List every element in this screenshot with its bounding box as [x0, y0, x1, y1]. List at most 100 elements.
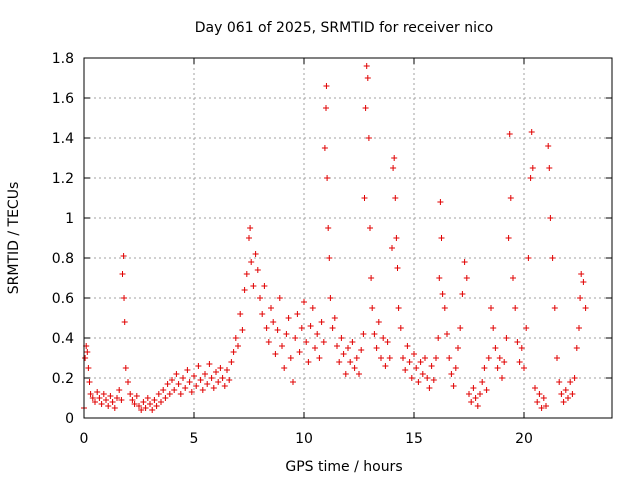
axis-ticks [83, 57, 612, 419]
data-point [408, 375, 415, 381]
data-point [246, 235, 252, 241]
data-point [241, 287, 248, 293]
data-point [430, 377, 437, 383]
data-point [265, 339, 272, 345]
data-point [105, 403, 112, 409]
data-point [254, 267, 261, 273]
data-point [384, 339, 391, 345]
data-point [554, 355, 560, 361]
data-point [294, 311, 301, 317]
data-point [446, 355, 453, 361]
data-point [363, 63, 370, 69]
data-point [569, 391, 576, 397]
data-point [215, 379, 222, 385]
data-point [109, 399, 116, 405]
data-point [107, 393, 114, 399]
data-point [565, 395, 571, 401]
data-point [358, 347, 365, 353]
data-point [84, 349, 91, 355]
data-point [342, 371, 349, 377]
data-point [532, 385, 538, 391]
data-point [439, 291, 446, 297]
data-point [503, 335, 510, 341]
data-point [103, 397, 109, 403]
data-point [523, 325, 530, 331]
data-point [287, 355, 294, 361]
data-point [272, 351, 279, 357]
data-point [415, 379, 422, 385]
data-point [292, 335, 299, 341]
data-point [466, 391, 472, 397]
data-point [488, 305, 494, 311]
data-point [219, 375, 226, 381]
data-point [263, 325, 270, 331]
data-point [437, 199, 444, 205]
data-point [474, 403, 481, 409]
data-point [100, 391, 107, 397]
data-point [512, 305, 519, 311]
y-tick-label: 0.6 [52, 291, 74, 307]
data-point [326, 255, 333, 261]
data-point [518, 345, 525, 351]
data-point [477, 391, 483, 397]
data-point [448, 371, 455, 377]
data-point [536, 391, 543, 397]
chart-title: Day 061 of 2025, SRMTID for receiver nic… [195, 20, 493, 36]
data-point [347, 359, 354, 365]
data-point [496, 355, 503, 361]
data-point [111, 405, 118, 411]
data-point [351, 365, 358, 371]
data-point [121, 295, 128, 301]
data-point [411, 351, 417, 357]
data-point [457, 325, 464, 331]
data-point [206, 361, 213, 367]
data-point [576, 325, 582, 331]
data-point [450, 383, 457, 389]
data-point [144, 395, 151, 401]
x-tick-label: 5 [190, 431, 199, 447]
data-point [169, 377, 175, 383]
data-point [378, 355, 384, 361]
data-point [305, 359, 312, 365]
data-point [528, 129, 535, 135]
data-point [162, 395, 169, 401]
x-tick-label: 0 [80, 431, 89, 447]
y-tick-label: 1.2 [52, 171, 74, 187]
data-point [298, 325, 305, 331]
data-point [441, 305, 448, 311]
axis-tick-labels: 0 0.2 0.4 0.6 0.8 1 1.2 1.4 1.6 1.8 0 5 10 15 20 [52, 51, 533, 447]
data-point [301, 299, 307, 305]
data-point [577, 295, 584, 301]
data-point [261, 283, 268, 289]
data-point [424, 375, 431, 381]
data-point [545, 143, 552, 149]
data-point [406, 359, 413, 365]
data-point [131, 401, 138, 407]
data-point [551, 305, 558, 311]
data-point [129, 397, 136, 403]
data-point [94, 389, 101, 395]
data-point [325, 225, 332, 231]
data-point [285, 315, 292, 321]
data-point [188, 389, 195, 395]
data-point [127, 391, 134, 397]
data-point [259, 311, 266, 317]
data-point [184, 367, 191, 373]
data-point [365, 135, 372, 141]
data-point [338, 335, 345, 341]
data-point [340, 351, 347, 357]
y-tick-label: 0.8 [52, 251, 74, 267]
data-point [479, 379, 486, 385]
data-point [472, 395, 479, 401]
x-tick-label: 10 [295, 431, 313, 447]
y-tick-label: 0 [65, 411, 74, 427]
data-point [208, 375, 215, 381]
x-tick-label: 15 [405, 431, 423, 447]
data-point [571, 375, 578, 381]
data-point [136, 403, 142, 409]
data-point [459, 291, 466, 297]
data-point [309, 305, 316, 311]
data-point [119, 271, 126, 277]
y-tick-label: 0.2 [52, 371, 74, 387]
data-point [226, 377, 233, 383]
